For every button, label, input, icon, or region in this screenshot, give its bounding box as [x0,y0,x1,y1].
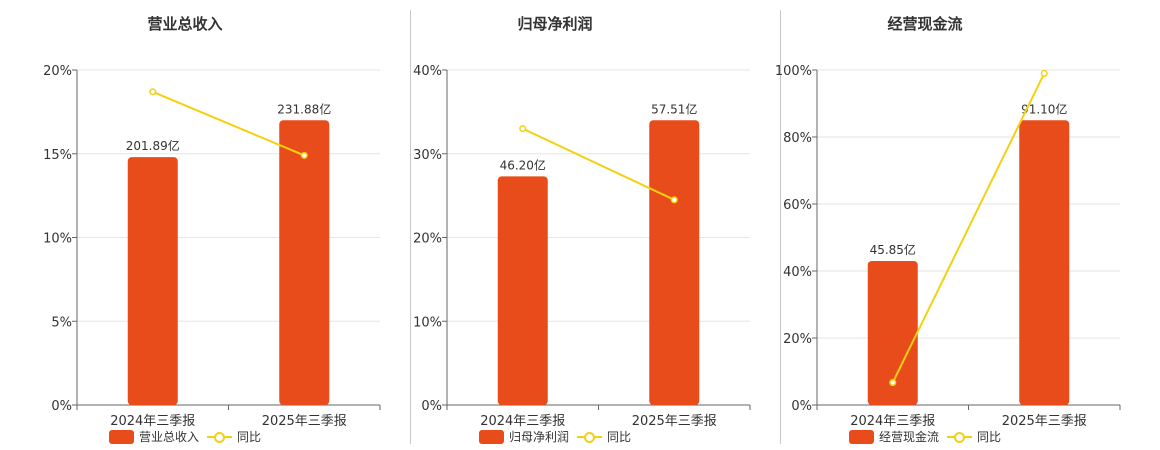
bar[interactable] [1019,120,1070,405]
y-tick-label: 100% [775,64,812,79]
bar[interactable] [649,120,700,405]
bar-value-label: 57.51亿 [651,101,697,116]
chart-plot: 0% 5% 10% 15% 20% 2024年三季报 2025年三季报 201.89亿 231.… [43,64,381,429]
yoy-point[interactable] [149,88,157,96]
legend-item-bar[interactable]: 经营现金流 [848,428,939,445]
y-tick-label: 10% [413,315,442,330]
chart-legend: 经营现金流 同比 [740,428,1110,445]
y-tick-label: 15% [43,148,72,163]
bar-value-label: 91.10亿 [1021,101,1067,116]
bar-value-label: 46.20亿 [500,157,546,172]
y-tick-label: 10% [43,232,72,247]
legend-line-label: 同比 [607,430,632,444]
x-tick-label: 2024年三季报 [110,414,195,429]
chart-legend: 归母净利润 同比 [370,428,740,445]
x-tick-label: 2025年三季报 [632,414,717,429]
legend-bar-label: 营业总收入 [138,430,199,444]
legend-line-marker-icon [577,430,602,444]
y-tick-label: 0% [51,399,72,414]
y-tick-label: 5% [51,315,72,330]
x-tick-label: 2024年三季报 [480,414,565,429]
legend-line-marker-icon [207,430,232,444]
y-tick-label: 30% [413,148,442,163]
yoy-point[interactable] [670,196,678,204]
cash-flow-chart-panel: 经营现金流 0% 20% 40% 60% 80% 100% 2024年三季报 2025年三季报… [740,0,1121,450]
x-tick-label: 2024年三季报 [850,414,935,429]
yoy-line [152,90,305,157]
legend-bar-swatch [848,429,874,444]
yoy-line [522,127,675,201]
y-tick-label: 40% [413,64,442,79]
bar-value-label: 45.85亿 [870,242,916,257]
legend-item-line[interactable]: 同比 [947,428,1001,445]
yoy-point[interactable] [300,151,308,159]
y-tick-label: 0% [421,399,442,414]
legend-bar-label: 归母净利润 [508,430,569,444]
legend-line-label: 同比 [977,430,1002,444]
bar-value-label: 201.89亿 [126,138,180,153]
legend-item-line[interactable]: 同比 [577,428,631,445]
x-tick-label: 2025年三季报 [262,414,347,429]
chart-title: 经营现金流 [887,15,963,33]
legend-bar-swatch [478,429,504,444]
y-tick-label: 20% [413,232,442,247]
legend-bar-label: 经营现金流 [878,430,939,444]
yoy-point[interactable] [519,125,527,133]
legend-line-marker-icon [947,430,972,444]
bar[interactable] [867,260,918,405]
legend-item-line[interactable]: 同比 [207,428,261,445]
net-profit-chart-panel: 归母净利润 0% 10% 20% 30% 40% 2024年三季报 2025年三季报 46.2… [370,0,751,450]
y-tick-label: 80% [783,131,812,146]
x-tick-label: 2025年三季报 [1002,414,1087,429]
y-tick-label: 0% [791,399,812,414]
bar[interactable] [279,120,330,405]
panel-divider [410,10,411,444]
legend-bar-swatch [108,429,134,444]
chart-title: 归母净利润 [517,15,593,33]
yoy-point[interactable] [889,379,897,387]
y-tick-label: 40% [783,265,812,280]
bar[interactable] [127,157,178,405]
y-tick-label: 60% [783,198,812,213]
chart-plot: 0% 10% 20% 30% 40% 2024年三季报 2025年三季报 46.20亿 57.5… [413,64,751,429]
chart-legend: 营业总收入 同比 [0,428,370,445]
bar-value-label: 231.88亿 [277,101,331,116]
chart-title: 营业总收入 [147,15,223,33]
chart-plot: 0% 20% 40% 60% 80% 100% 2024年三季报 2025年三季报 45.85亿… [775,64,1121,429]
legend-item-bar[interactable]: 归母净利润 [478,428,569,445]
yoy-line [891,72,1046,383]
legend-line-label: 同比 [237,430,262,444]
revenue-chart-panel: 营业总收入 0% 5% 10% 15% 20% 2024年三季报 2025年三季报 201.8… [0,0,381,450]
panel-divider [780,10,781,444]
yoy-point[interactable] [1040,69,1048,77]
y-tick-label: 20% [783,332,812,347]
bar[interactable] [497,176,548,405]
y-tick-label: 20% [43,64,72,79]
legend-item-bar[interactable]: 营业总收入 [108,428,199,445]
